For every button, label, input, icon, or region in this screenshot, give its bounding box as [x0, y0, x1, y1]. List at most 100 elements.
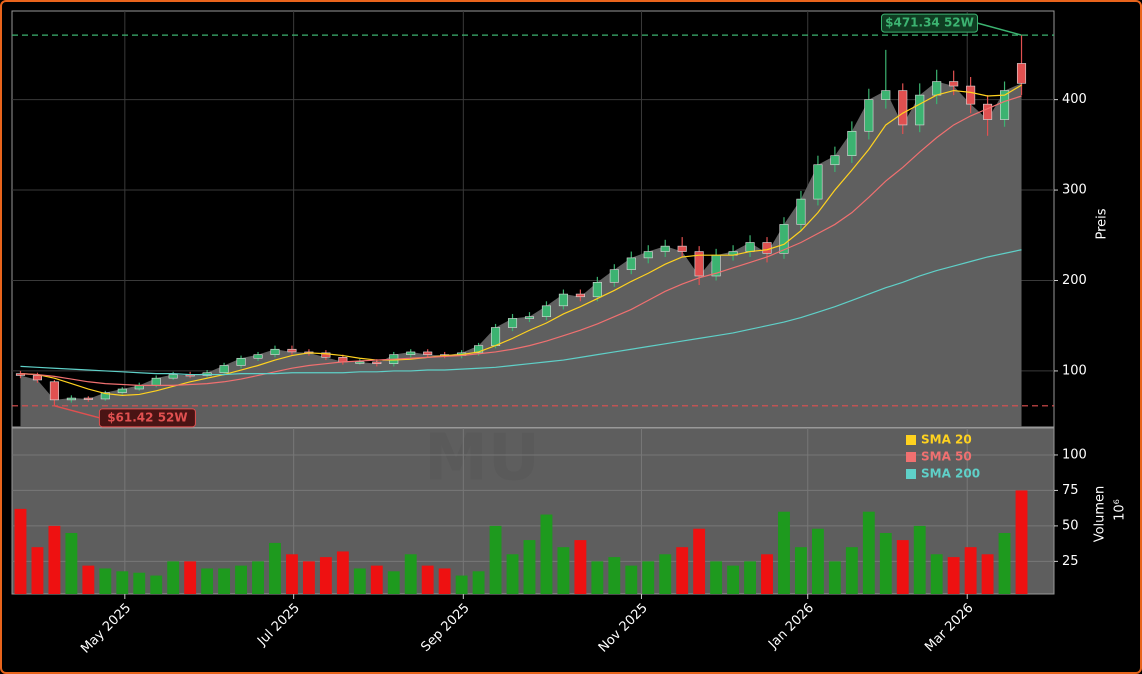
x-tick-label: Mar 2026 — [922, 601, 976, 655]
volume-bar — [370, 565, 383, 594]
volume-bar — [981, 554, 994, 594]
volume-bar — [252, 561, 264, 594]
volume-bar — [693, 528, 706, 594]
candle-body — [983, 103, 993, 120]
y-tick-label: 75 — [1062, 483, 1079, 498]
volume-bar — [557, 547, 570, 594]
annotation-box — [881, 13, 979, 33]
y-tick-label: 100 — [1062, 447, 1087, 462]
annotation-label: $61.42 52W — [107, 410, 187, 424]
candle-body — [949, 81, 959, 87]
candle-body — [592, 282, 602, 298]
legend-swatch — [906, 452, 916, 462]
candle-body — [270, 348, 280, 355]
volume-bar — [421, 565, 434, 594]
volume-bar — [269, 542, 281, 594]
volume-bar — [218, 568, 231, 594]
volume-bar — [744, 561, 756, 594]
volume-bar — [167, 561, 180, 594]
candle-body — [423, 351, 433, 355]
candle-body — [32, 375, 42, 381]
candle-body — [406, 351, 416, 355]
volume-bar — [659, 554, 672, 594]
volume-bar — [116, 571, 129, 594]
watermark: MU — [424, 422, 540, 496]
volume-bar — [353, 568, 366, 594]
volume-bar — [778, 511, 790, 594]
annotation-arrow — [54, 405, 100, 419]
volume-bar — [523, 540, 536, 594]
volume-bar — [48, 525, 61, 594]
candle-body — [100, 392, 110, 400]
volume-bar — [31, 547, 44, 594]
volume-bar — [99, 568, 112, 594]
candle-body — [253, 354, 263, 359]
candle-body — [541, 305, 551, 317]
y-tick-label: 25 — [1062, 554, 1079, 569]
volume-bar — [387, 571, 400, 594]
candle-body — [745, 242, 755, 252]
volume-unit: 10⁶ — [1113, 499, 1128, 521]
volume-bar — [302, 561, 315, 594]
candle-body — [151, 377, 161, 386]
sma-line — [20, 95, 1022, 386]
volume-bar — [14, 508, 27, 594]
volume-bar — [964, 547, 977, 594]
sma-line — [20, 84, 1022, 396]
volume-bar — [896, 540, 909, 594]
candle-body — [1000, 90, 1010, 120]
volume-bar — [761, 554, 773, 594]
candle-body — [643, 251, 653, 259]
candle-body — [49, 381, 59, 401]
volume-bar — [676, 547, 689, 594]
volume-bar — [286, 554, 298, 594]
candle-body — [287, 348, 297, 353]
legend-swatch — [906, 469, 916, 479]
volume-bar — [319, 557, 332, 594]
candle-body — [898, 90, 908, 126]
candle-body — [966, 85, 976, 105]
volume-bar — [455, 575, 468, 594]
volume-bar — [82, 565, 95, 594]
legend-label: SMA 20 — [921, 433, 972, 447]
x-tick-label: May 2025 — [78, 601, 134, 657]
x-tick-label: Nov 2025 — [596, 601, 651, 656]
volume-bar — [998, 532, 1011, 594]
volume-bar — [862, 511, 875, 594]
candle-body — [66, 397, 76, 401]
volume-bar — [625, 565, 638, 594]
candle-body — [474, 345, 484, 354]
volume-bar — [930, 554, 943, 594]
volume-bar — [710, 561, 723, 594]
legend-label: SMA 200 — [921, 467, 980, 481]
annotation-arrow — [977, 22, 1022, 36]
y-axis-label: Preis — [1095, 208, 1110, 239]
volume-bar — [947, 557, 960, 594]
volume-bar — [65, 532, 78, 594]
candle-body — [524, 316, 535, 319]
annotation-label: $471.34 52W — [885, 16, 974, 30]
volume-axis-label: Volumen — [1093, 486, 1108, 543]
candle-body — [355, 361, 365, 364]
candle-body — [830, 155, 840, 166]
x-tick-label: Jul 2025 — [254, 601, 303, 650]
candle-body — [847, 130, 857, 156]
candle-body — [881, 90, 891, 100]
candle-body — [236, 357, 246, 366]
volume-bar — [201, 568, 214, 594]
y-tick-label: 100 — [1062, 363, 1087, 378]
legend-swatch — [906, 435, 916, 445]
volume-bar — [235, 565, 247, 594]
candle-body — [507, 318, 518, 328]
x-tick-label: Jan 2026 — [765, 601, 817, 653]
candle-body — [575, 293, 585, 298]
candle-body — [117, 388, 127, 393]
candle-body — [321, 352, 331, 358]
candle-body — [168, 374, 178, 379]
candle-body — [779, 224, 789, 254]
volume-bar — [879, 532, 892, 594]
volume-bar — [489, 525, 502, 594]
volume-bar — [727, 565, 740, 594]
volume-bar — [811, 528, 824, 594]
